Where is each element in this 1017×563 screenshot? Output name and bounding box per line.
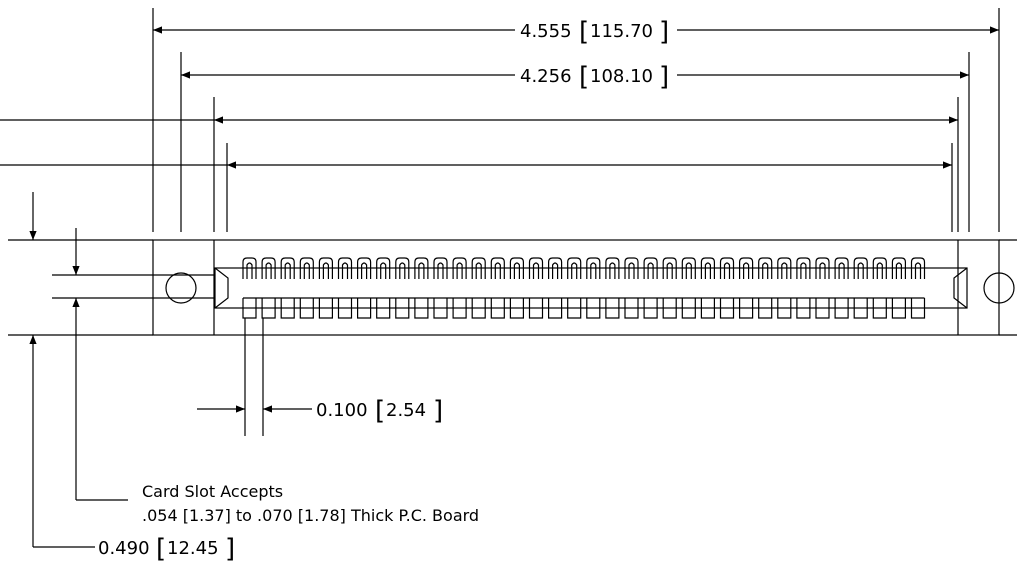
top-contact	[739, 257, 754, 279]
bottom-contacts	[242, 297, 926, 319]
contact-pitch-bracket-open: [	[375, 396, 385, 426]
hole-spacing-bracket-close: ]	[659, 62, 669, 92]
note-line-2: .054 [1.37] to .070 [1.78] Thick P.C. Bo…	[142, 506, 479, 525]
top-contact	[490, 257, 505, 279]
top-contact	[548, 257, 563, 279]
top-contact	[624, 257, 639, 279]
top-contact	[242, 257, 257, 279]
contact-pitch-bracket-close: ]	[433, 396, 443, 426]
top-contact	[586, 257, 601, 279]
top-contact	[662, 257, 677, 279]
note-line-1: Card Slot Accepts	[142, 482, 283, 501]
top-contact	[910, 257, 926, 279]
top-contact	[395, 257, 410, 279]
top-contact	[376, 257, 391, 279]
height-mm: 12.45	[167, 538, 219, 559]
hole-spacing-mm: 108.10	[590, 66, 653, 87]
card-slot-chamfer-left	[214, 267, 229, 309]
top-contact	[452, 257, 467, 279]
top-contact	[643, 257, 658, 279]
overall-length-inch: 4.555	[520, 21, 572, 42]
top-contact	[299, 257, 314, 279]
top-contact	[853, 257, 868, 279]
hole-spacing-bracket-open: [	[579, 62, 589, 92]
top-contact	[872, 257, 887, 279]
top-contact	[318, 257, 333, 279]
top-contact	[719, 257, 735, 279]
top-contact	[567, 257, 582, 279]
top-contact	[433, 257, 448, 279]
height-inch: 0.490	[98, 538, 150, 559]
top-contact	[891, 257, 906, 279]
mounting-hole-right	[983, 272, 1015, 304]
overall-length-bracket-close: ]	[659, 17, 669, 47]
top-contact	[777, 257, 792, 279]
top-contact	[261, 257, 276, 279]
top-contact	[681, 257, 696, 279]
top-contact	[528, 257, 544, 279]
card-slot-chamfer-right	[953, 267, 968, 309]
top-contact	[796, 257, 811, 279]
top-contact	[834, 257, 849, 279]
hole-spacing-inch: 4.256	[520, 66, 572, 87]
top-contact	[700, 257, 715, 279]
contacts-bottom	[242, 297, 926, 319]
height-bracket-close: ]	[225, 534, 235, 563]
height-bracket-open: [	[156, 534, 166, 563]
top-contact	[414, 257, 429, 279]
top-contact	[337, 257, 353, 279]
contact-pitch-mm: 2.54	[386, 400, 426, 421]
contacts-top	[242, 257, 926, 279]
top-contact	[605, 257, 620, 279]
top-contact	[280, 257, 295, 279]
top-contact	[509, 257, 524, 279]
overall-length-bracket-open: [	[579, 17, 589, 47]
top-contact	[471, 257, 486, 279]
overall-length-mm: 115.70	[590, 21, 653, 42]
top-contact	[357, 257, 372, 279]
top-contact	[815, 257, 830, 279]
mounting-hole-left	[165, 272, 197, 304]
contact-pitch-inch: 0.100	[316, 400, 368, 421]
connector-body	[152, 239, 1000, 336]
top-contact	[758, 257, 773, 279]
